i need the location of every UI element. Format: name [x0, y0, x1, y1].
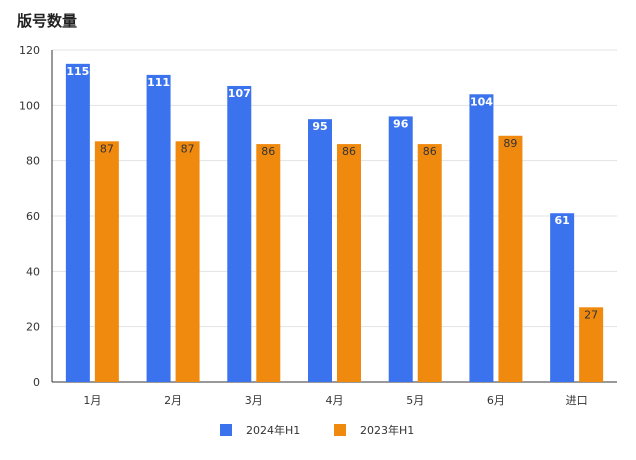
data-label: 86 — [423, 145, 437, 158]
x-tick-label: 6月 — [487, 394, 505, 407]
x-tick-label: 4月 — [326, 394, 344, 407]
data-label: 107 — [228, 87, 251, 100]
data-label: 27 — [584, 308, 598, 321]
data-label: 115 — [66, 65, 89, 78]
legend-swatch — [334, 424, 346, 436]
bar — [388, 116, 413, 383]
data-label: 61 — [554, 214, 569, 227]
y-tick-label: 120 — [19, 44, 40, 57]
bar — [94, 141, 119, 382]
x-tick-label: 5月 — [406, 394, 424, 407]
x-tick-label: 进口 — [566, 394, 588, 407]
data-label: 86 — [342, 145, 356, 158]
y-tick-label: 60 — [26, 210, 40, 223]
data-label: 87 — [181, 142, 195, 155]
data-label: 87 — [100, 142, 114, 155]
data-label: 104 — [470, 95, 493, 108]
bar — [175, 141, 200, 382]
x-tick-label: 1月 — [83, 394, 101, 407]
y-tick-label: 40 — [26, 265, 40, 278]
bar — [256, 144, 281, 382]
data-label: 86 — [261, 145, 275, 158]
bar — [308, 119, 332, 383]
bar — [579, 307, 604, 382]
y-tick-label: 80 — [26, 155, 40, 168]
data-label: 96 — [393, 117, 409, 130]
x-tick-label: 2月 — [164, 394, 182, 407]
x-tick-label: 3月 — [245, 394, 263, 407]
y-tick-label: 0 — [33, 376, 40, 389]
data-label: 95 — [312, 120, 327, 133]
legend-swatch — [220, 424, 232, 436]
bar — [227, 85, 252, 382]
legend-label: 2023年H1 — [360, 423, 414, 437]
y-tick-label: 20 — [26, 321, 40, 334]
chart-title: 版号数量 — [17, 12, 78, 30]
data-label: 111 — [147, 76, 170, 89]
y-tick-label: 100 — [19, 99, 40, 112]
bar — [498, 135, 523, 382]
bar — [146, 74, 171, 383]
data-label: 89 — [503, 137, 517, 150]
bar — [550, 213, 575, 382]
legend-label: 2024年H1 — [246, 423, 300, 437]
bar — [469, 94, 494, 383]
bar — [65, 63, 90, 382]
bar — [337, 144, 361, 382]
bar — [417, 144, 442, 382]
